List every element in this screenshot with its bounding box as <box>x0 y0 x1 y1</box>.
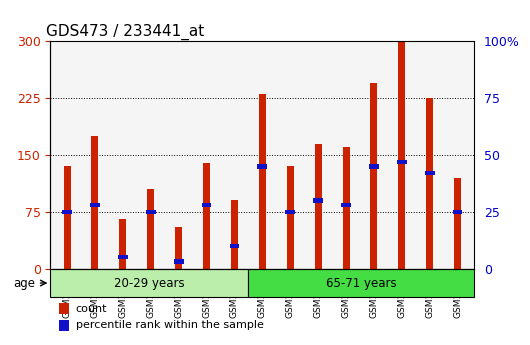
Bar <box>174 259 183 264</box>
Text: 65-71 years: 65-71 years <box>326 277 396 289</box>
Bar <box>231 200 238 268</box>
Bar <box>90 203 100 207</box>
Bar <box>119 219 126 268</box>
Bar <box>287 166 294 268</box>
Bar <box>425 171 435 175</box>
Bar <box>59 303 69 314</box>
Bar <box>369 164 379 169</box>
Bar <box>341 203 351 207</box>
Bar <box>203 162 210 268</box>
Bar <box>64 166 70 268</box>
Bar <box>285 209 295 214</box>
Bar <box>399 41 405 268</box>
Text: percentile rank within the sample: percentile rank within the sample <box>76 321 263 331</box>
Text: count: count <box>76 304 107 314</box>
Bar <box>370 83 377 268</box>
Bar <box>202 203 211 207</box>
Bar <box>454 178 461 268</box>
Bar <box>147 189 154 268</box>
Text: 20-29 years: 20-29 years <box>114 277 184 289</box>
Text: GDS473 / 233441_at: GDS473 / 233441_at <box>46 24 205 40</box>
Bar <box>229 244 240 248</box>
Bar <box>315 144 322 268</box>
Bar <box>259 95 266 268</box>
Text: age: age <box>13 277 35 289</box>
Bar <box>248 268 474 297</box>
Bar <box>342 147 349 268</box>
Bar <box>258 164 267 169</box>
Bar <box>397 159 407 164</box>
Bar <box>175 227 182 268</box>
Bar <box>50 268 248 297</box>
Bar <box>92 136 99 268</box>
Bar <box>313 198 323 203</box>
Bar <box>62 209 72 214</box>
Bar <box>426 98 433 268</box>
Bar <box>118 255 128 259</box>
Bar <box>453 209 463 214</box>
Bar <box>59 320 69 331</box>
Bar <box>146 209 156 214</box>
